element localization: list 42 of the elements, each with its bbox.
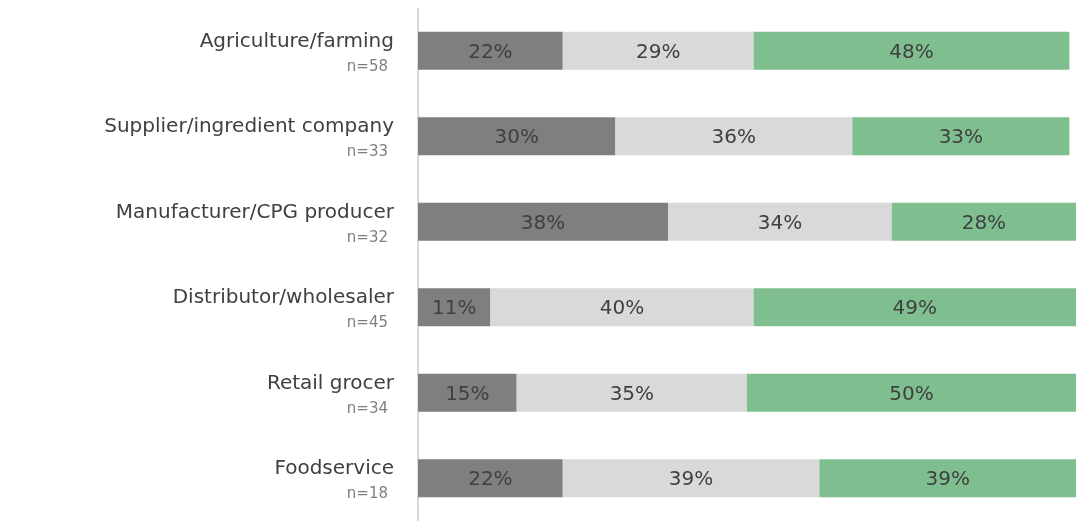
data-label: 11% xyxy=(431,295,477,320)
bar xyxy=(753,288,1076,327)
data-label: 34% xyxy=(757,209,803,234)
bar xyxy=(668,202,892,241)
bar xyxy=(747,373,1076,412)
data-label: 39% xyxy=(668,466,714,491)
y-tick-label: Distributor/wholesaler n=45 xyxy=(172,284,395,332)
data-label: 29% xyxy=(635,38,681,63)
bar xyxy=(418,459,563,498)
data-label: 40% xyxy=(599,295,645,320)
data-label: 35% xyxy=(609,380,655,405)
y-tick-label: Manufacturer/CPG producer n=32 xyxy=(115,198,395,246)
data-label: 30% xyxy=(494,124,539,149)
bar xyxy=(516,373,747,412)
bar xyxy=(418,31,563,70)
data-label: 49% xyxy=(892,295,938,320)
data-label: 22% xyxy=(468,38,513,63)
data-label: 39% xyxy=(925,466,970,491)
bar xyxy=(418,288,491,327)
bar xyxy=(753,31,1070,70)
bar xyxy=(819,459,1076,498)
bar xyxy=(615,117,853,156)
bar xyxy=(891,202,1076,241)
data-label: 22% xyxy=(468,466,513,491)
y-tick-label: Agriculture/farming n=58 xyxy=(199,27,394,75)
bar xyxy=(852,117,1070,156)
bar xyxy=(418,373,517,412)
data-label: 38% xyxy=(520,209,566,234)
data-label: 15% xyxy=(445,380,490,405)
data-label: 50% xyxy=(889,380,934,405)
data-label: 28% xyxy=(961,209,1007,234)
bar xyxy=(418,202,669,241)
bar xyxy=(562,459,820,498)
data-label: 36% xyxy=(711,124,757,149)
data-label: 33% xyxy=(938,124,984,149)
y-tick-label: Retail grocer n=34 xyxy=(266,369,395,417)
y-tick-label: Foodservice n=18 xyxy=(274,455,394,503)
bar xyxy=(418,117,616,156)
bar xyxy=(490,288,754,327)
y-tick-label: Supplier/ingredient company n=33 xyxy=(104,113,395,161)
data-label: 48% xyxy=(889,38,934,63)
bar xyxy=(562,31,754,70)
